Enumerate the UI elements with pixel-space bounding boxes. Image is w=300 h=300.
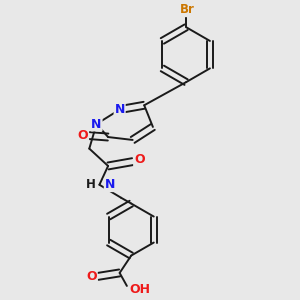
Text: N: N — [91, 118, 102, 130]
Text: N: N — [105, 178, 115, 191]
Text: O: O — [134, 153, 145, 166]
Text: O: O — [86, 270, 97, 283]
Text: O: O — [78, 128, 88, 142]
Text: H: H — [86, 178, 96, 191]
Text: N: N — [115, 103, 125, 116]
Text: Br: Br — [180, 3, 195, 16]
Text: OH: OH — [130, 283, 151, 296]
